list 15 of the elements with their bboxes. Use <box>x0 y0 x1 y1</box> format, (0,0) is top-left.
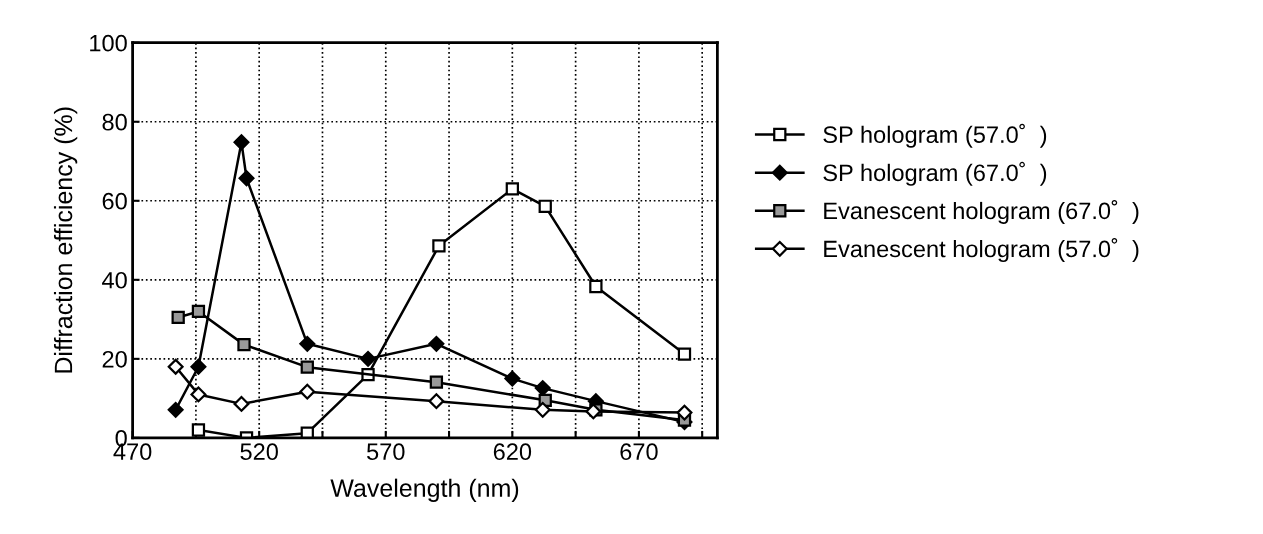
y-tick-label: 40 <box>102 271 127 289</box>
legend-label: SP hologram (67.0˚ ) <box>823 161 1047 186</box>
legend-label: SP hologram (57.0˚ ) <box>823 123 1047 148</box>
x-tick-label: 670 <box>620 443 658 461</box>
x-tick-label: 520 <box>240 443 278 461</box>
y-tick-label: 20 <box>102 350 127 368</box>
legend-label: Evanescent hologram (67.0˚ ) <box>824 199 1139 224</box>
y-tick-label: 60 <box>102 192 127 210</box>
y-axis-title: Diffraction efficiency (%) <box>53 107 78 373</box>
y-tick-label: 80 <box>102 113 127 131</box>
y-tick-label: 100 <box>90 34 127 52</box>
legend-label: Evanescent hologram (57.0˚ ) <box>824 238 1139 262</box>
x-axis-title: Wavelength (nm) <box>330 478 519 502</box>
x-tick-label: 620 <box>493 443 532 461</box>
x-tick-label: 570 <box>367 443 405 461</box>
